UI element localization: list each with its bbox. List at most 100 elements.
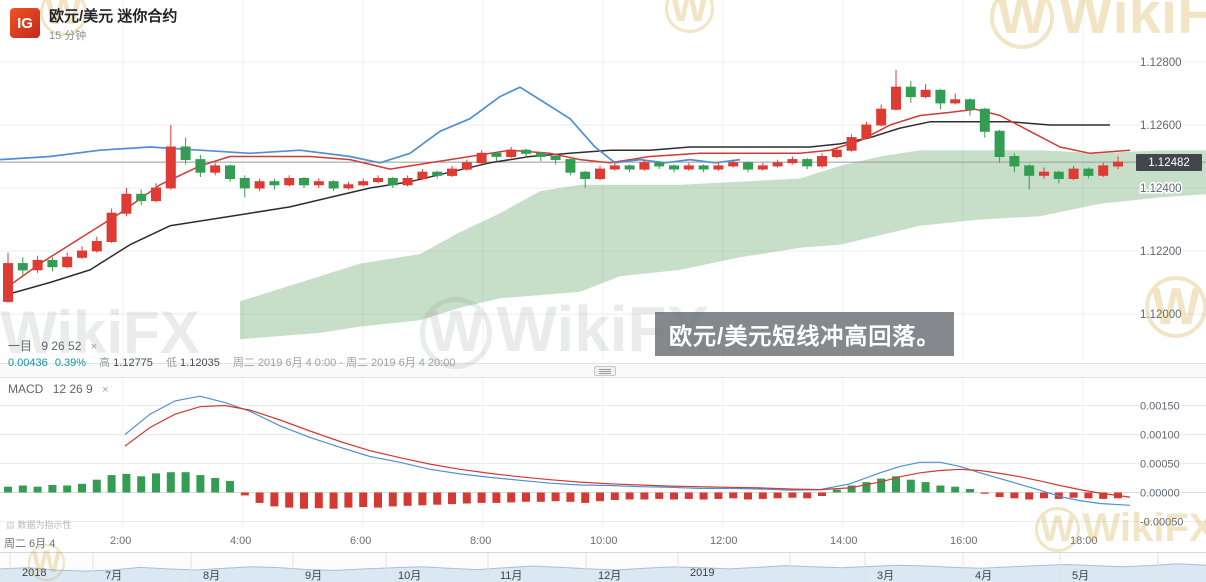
candle-body (195, 159, 206, 173)
histogram-bar (1040, 492, 1048, 499)
histogram-bar (936, 485, 945, 493)
histogram-bar (477, 492, 486, 503)
svg-text:1.12600: 1.12600 (1140, 120, 1182, 132)
histogram-bar (107, 475, 116, 493)
candle-body (994, 130, 1005, 158)
nav-month-label: 12月 (598, 570, 622, 582)
histogram-bar (684, 492, 693, 499)
histogram-bar (1099, 492, 1108, 499)
instrument-title: 欧元/美元 迷你合约 (49, 8, 178, 25)
note-icon: ▤ (6, 520, 15, 530)
histogram-bar (122, 473, 131, 493)
candle-body (165, 146, 176, 189)
histogram-bar (152, 473, 160, 493)
quote-summary-row: 0.00436 0.39% 高 1.12775 低 1.12035 周二 201… (8, 354, 455, 370)
histogram-bar (832, 489, 841, 493)
last-price-badge: 1.12482 (1136, 154, 1202, 171)
histogram-bar (137, 476, 146, 493)
histogram-bar (1084, 492, 1093, 499)
time-tick-label: 4:00 (230, 535, 252, 547)
svg-text:1.12200: 1.12200 (1140, 246, 1182, 258)
candle-body (461, 162, 472, 170)
histogram-bar (211, 478, 220, 493)
navigator-line (0, 563, 1206, 572)
range-navigator[interactable]: 2018 7月 8月 9月 10月 11月 12月 2019 3月 4月 5月 (0, 552, 1206, 582)
histogram-bar (181, 472, 190, 493)
nav-month-label: 9月 (305, 570, 323, 582)
histogram-bar (818, 492, 826, 496)
candle-body (535, 152, 546, 157)
histogram-bar (226, 480, 234, 493)
candle-body (565, 159, 576, 173)
histogram-bar (196, 475, 205, 493)
candle-body (831, 149, 842, 157)
histogram-bar (729, 492, 738, 499)
candle-body (580, 171, 591, 179)
nav-month-label: 5月 (1072, 570, 1090, 582)
candle-body (62, 256, 73, 268)
ig-logo: IG (10, 8, 40, 38)
candle-body (447, 168, 457, 176)
histogram-bar (625, 492, 634, 500)
candle-body (817, 156, 827, 167)
price-change-pct: 0.39% (54, 357, 87, 369)
histogram-bar (388, 492, 397, 507)
histogram-bar (744, 492, 752, 500)
histogram-bar (862, 482, 871, 493)
histogram-bar (581, 492, 590, 503)
candle-body (846, 137, 857, 151)
candle-body (550, 156, 561, 161)
candle-body (210, 165, 221, 173)
histogram-bar (921, 482, 930, 493)
histogram-bar (4, 486, 12, 493)
candle-body (950, 99, 961, 104)
chart-annotation[interactable]: 欧元/美元短线冲高回落。 (655, 312, 955, 356)
candle-body (624, 165, 635, 170)
svg-text:0.00100: 0.00100 (1140, 430, 1180, 442)
histogram-bar (906, 479, 915, 493)
histogram-bar (63, 485, 72, 493)
time-tick-label: 16:00 (950, 535, 978, 547)
candle-body (151, 187, 161, 202)
macd-axis-labels: 0.00150 0.00100 0.00050 0.00000 -0.00050 (1139, 399, 1185, 530)
macd-chart-canvas[interactable]: 0.00150 0.00100 0.00050 0.00000 -0.00050 (0, 377, 1206, 530)
candle-body (432, 171, 443, 176)
histogram-bar (803, 492, 812, 499)
high-value: 1.12775 (113, 357, 153, 369)
candle-body (1098, 165, 1109, 176)
candle-body (491, 152, 502, 157)
macd-params: 12 26 9 (52, 382, 93, 396)
histogram-bar (344, 492, 353, 508)
time-tick-label: 10:00 (590, 535, 618, 547)
main-price-chart-canvas[interactable]: 1.12800 1.12600 1.12400 1.12200 1.12000 (0, 0, 1206, 360)
nav-month-label: 7月 (105, 570, 123, 582)
close-indicator-icon[interactable]: × (102, 384, 109, 396)
candle-body (698, 165, 709, 170)
histogram-bar (566, 492, 575, 502)
candle-body (328, 181, 339, 189)
histogram-bar (773, 492, 782, 499)
histogram-bar (374, 492, 382, 508)
candle-body (1039, 171, 1049, 176)
navigator-area-chart[interactable] (0, 553, 1206, 582)
histogram-bar (462, 492, 471, 504)
ichimoku-cloud (240, 150, 1206, 340)
time-tick-label: 6:00 (350, 535, 372, 547)
candle-body (609, 165, 620, 170)
ichimoku-params: 9 26 52 (41, 339, 82, 353)
candle-body (1113, 161, 1123, 167)
candle-body (91, 241, 102, 252)
splitter-handle[interactable] (594, 366, 616, 376)
interval-label: 15 分钟 (49, 30, 87, 43)
histogram-bar (758, 492, 767, 499)
close-indicator-icon[interactable]: × (90, 341, 98, 353)
panel-splitter (0, 363, 1206, 378)
candle-body (299, 178, 309, 186)
nav-month-label: 8月 (203, 570, 221, 582)
histogram-bar (33, 486, 42, 493)
candle-body (180, 146, 191, 161)
candle-body (373, 178, 383, 183)
axis-date-label: 周二 6月 4 (4, 538, 56, 550)
svg-text:1.12000: 1.12000 (1140, 309, 1182, 321)
candle-body (669, 165, 679, 170)
